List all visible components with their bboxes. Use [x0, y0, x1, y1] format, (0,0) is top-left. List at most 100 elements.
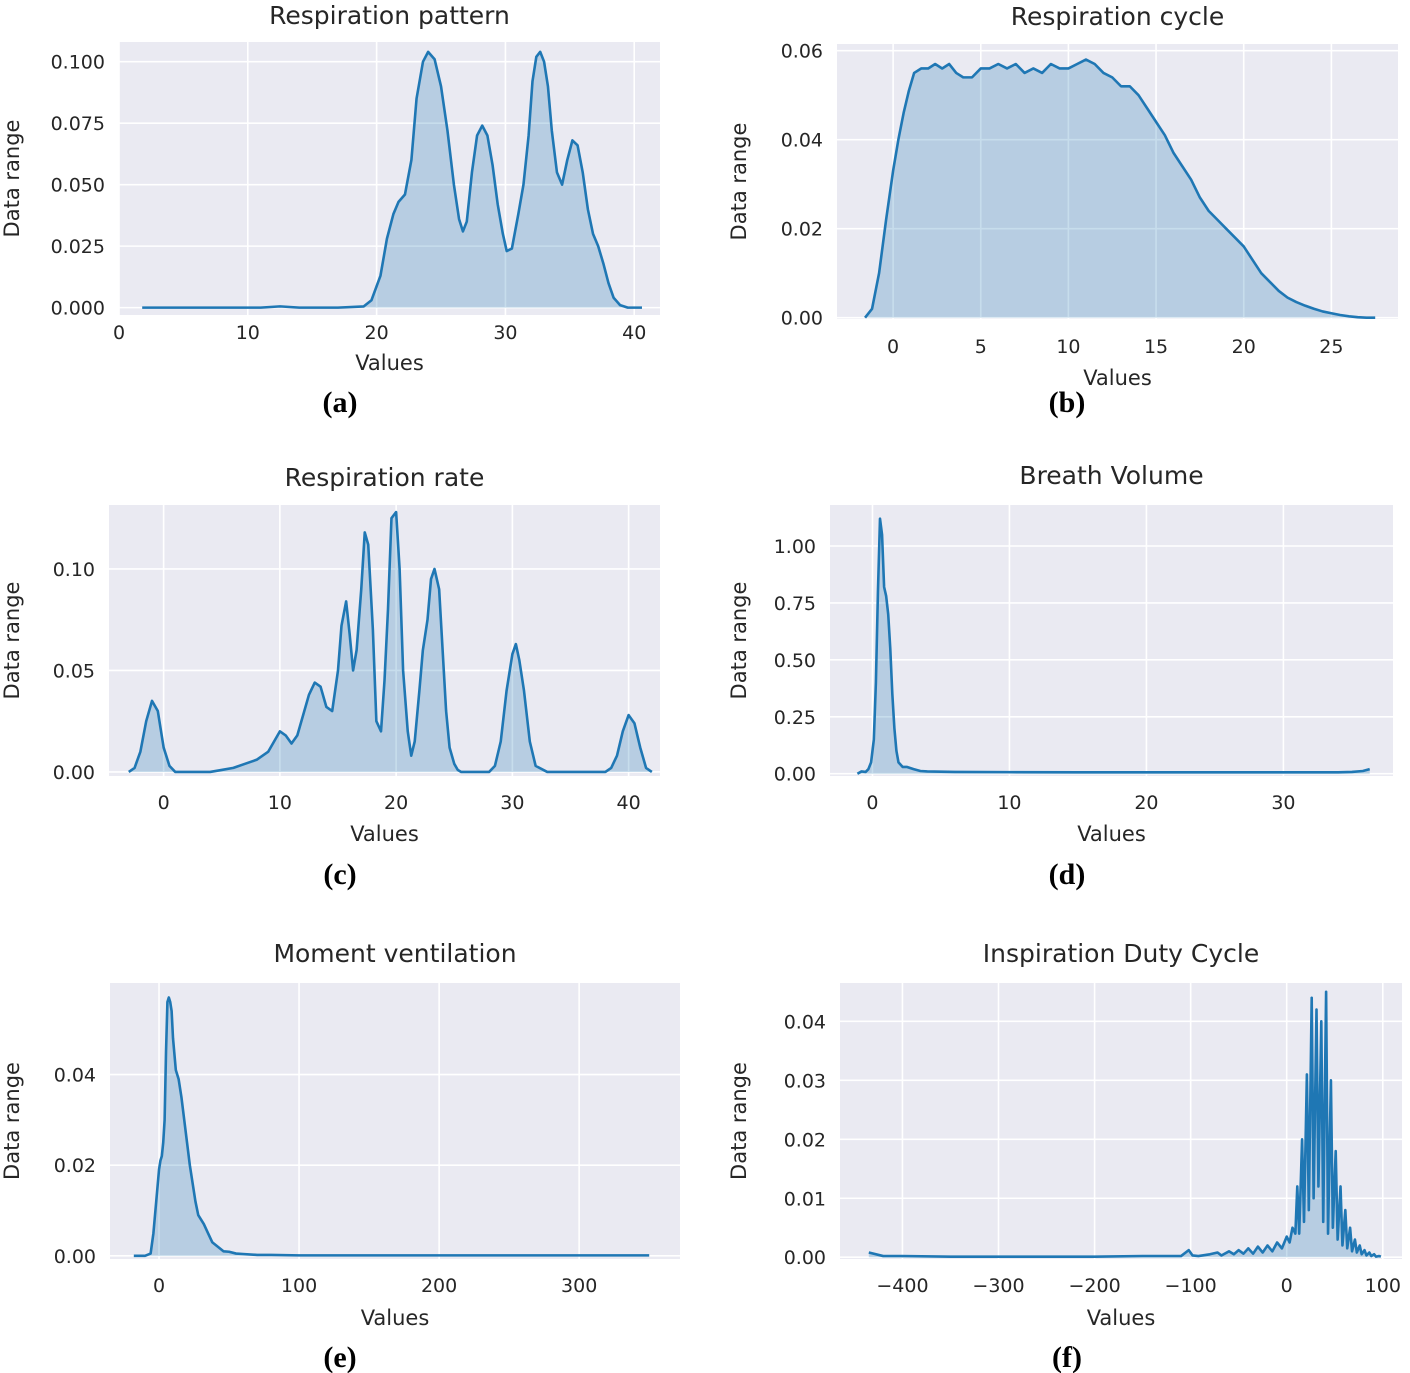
x-tick-label: −100 [1165, 1275, 1217, 1297]
x-tick-label: 15 [1144, 336, 1168, 358]
chart-panel-c: 0 10 20 30 40 0.00 0.05 0.10 Respiration rate Val… [0, 463, 660, 891]
y-axis-label: Data range [0, 582, 24, 700]
x-axis-label: Values [1087, 1306, 1156, 1330]
plot-area [110, 983, 680, 1259]
x-tick-label: 10 [236, 322, 260, 344]
y-tick-label: 0.25 [774, 707, 816, 729]
x-axis-label: Values [361, 1306, 430, 1330]
x-axis-label: Values [350, 822, 419, 846]
chart-panel-e: 0 100 200 300 0.00 0.02 0.04 Moment ventilation… [0, 939, 680, 1373]
x-axis-label: Values [355, 351, 424, 375]
x-tick-label: 100 [1365, 1275, 1401, 1297]
y-tick-label: 0.100 [51, 52, 105, 74]
y-tick-label: 0.10 [53, 559, 95, 581]
density-area [868, 991, 1381, 1258]
chart-panel-a: 0 10 20 30 40 0.000 0.025 0.050 0.075 0.100 Respir… [0, 1, 660, 419]
density-line [142, 50, 642, 309]
x-tick-label: 10 [268, 792, 292, 814]
y-tick-label: 0.02 [54, 1155, 96, 1177]
y-tick-label: 0.00 [784, 1247, 826, 1269]
density-line [864, 58, 1376, 319]
x-tick-label: 0 [866, 792, 878, 814]
panel-caption: (e) [323, 1341, 356, 1373]
y-tick-label: 0.04 [54, 1065, 96, 1087]
density-area [142, 51, 642, 308]
chart-title: Respiration cycle [1011, 2, 1225, 31]
y-tick-label: 0.050 [51, 175, 105, 197]
chart-panel-b: 0 5 10 15 20 25 0.00 0.02 0.04 0.06 Respiration cy… [727, 2, 1398, 419]
x-tick-label: 30 [500, 792, 524, 814]
density-line [856, 517, 1371, 775]
x-tick-label: 30 [1271, 792, 1295, 814]
y-axis-label: Data range [727, 1062, 751, 1180]
y-tick-label: 0.025 [51, 236, 105, 258]
y-tick-label: 0.00 [781, 308, 823, 330]
x-axis-label: Values [1083, 366, 1152, 390]
plot-area [119, 42, 660, 315]
x-tick-label: 20 [365, 322, 389, 344]
y-axis-label: Data range [0, 120, 24, 238]
x-tick-label: 40 [617, 792, 641, 814]
density-line [128, 510, 653, 774]
x-axis-label: Values [1077, 822, 1146, 846]
y-tick-label: 0.05 [53, 660, 95, 682]
x-tick-label: −400 [876, 1275, 928, 1297]
x-tick-label: 20 [1232, 336, 1256, 358]
density-area [128, 512, 652, 772]
y-tick-label: 0.04 [784, 1011, 826, 1033]
y-axis-label: Data range [727, 123, 751, 241]
x-tick-label: 25 [1319, 336, 1343, 358]
x-tick-label: 40 [622, 322, 646, 344]
x-tick-label: −300 [972, 1275, 1024, 1297]
x-tick-label: 20 [384, 792, 408, 814]
plot-area [830, 505, 1393, 776]
panel-caption: (b) [1049, 386, 1086, 419]
y-tick-label: 0.06 [781, 41, 823, 63]
chart-panel-f: −400 −300 −200 −100 0 100 0.00 0.01 0.02 0.03 0.04… [727, 939, 1402, 1373]
x-tick-label: 30 [493, 322, 517, 344]
x-tick-label: 0 [153, 1275, 165, 1297]
chart-title: Moment ventilation [273, 939, 516, 968]
y-tick-label: 0.02 [784, 1129, 826, 1151]
chart-title: Breath Volume [1019, 461, 1203, 490]
density-area [133, 997, 650, 1256]
panel-caption: (c) [323, 858, 356, 891]
y-tick-label: 0.000 [51, 298, 105, 320]
x-tick-label: 300 [561, 1275, 597, 1297]
y-tick-label: 0.00 [54, 1246, 96, 1268]
x-tick-label: 100 [281, 1275, 317, 1297]
plot-area [837, 44, 1398, 319]
y-tick-label: 0.00 [53, 762, 95, 784]
panel-caption: (f) [1052, 1341, 1082, 1373]
x-tick-label: 0 [113, 322, 125, 344]
x-tick-label: 0 [1281, 1275, 1293, 1297]
chart-title: Respiration rate [285, 463, 485, 492]
x-tick-label: 10 [997, 792, 1021, 814]
y-tick-label: 0.03 [784, 1070, 826, 1092]
x-tick-label: 20 [1134, 792, 1158, 814]
panel-caption: (a) [323, 386, 358, 419]
y-axis-label: Data range [727, 582, 751, 700]
y-tick-label: 0.75 [774, 593, 816, 615]
x-tick-label: 10 [1056, 336, 1080, 358]
chart-panel-d: 0 10 20 30 0.00 0.25 0.50 0.75 1.00 Breath Volume… [727, 461, 1393, 891]
panel-caption: (d) [1049, 858, 1086, 891]
y-tick-label: 1.00 [774, 536, 816, 558]
x-tick-label: 200 [421, 1275, 457, 1297]
y-tick-label: 0.04 [781, 130, 823, 152]
x-tick-label: −200 [1068, 1275, 1120, 1297]
x-tick-label: 0 [887, 336, 899, 358]
y-tick-label: 0.02 [781, 219, 823, 241]
x-tick-label: 5 [975, 336, 987, 358]
density-line [868, 990, 1382, 1258]
y-tick-label: 0.01 [784, 1188, 826, 1210]
density-line [133, 996, 650, 1258]
y-axis-label: Data range [0, 1062, 24, 1180]
y-tick-label: 0.50 [774, 650, 816, 672]
plot-area [109, 505, 660, 776]
chart-title: Inspiration Duty Cycle [983, 939, 1259, 968]
y-tick-label: 0.075 [51, 113, 105, 135]
x-tick-label: 0 [158, 792, 170, 814]
y-tick-label: 0.00 [774, 764, 816, 786]
